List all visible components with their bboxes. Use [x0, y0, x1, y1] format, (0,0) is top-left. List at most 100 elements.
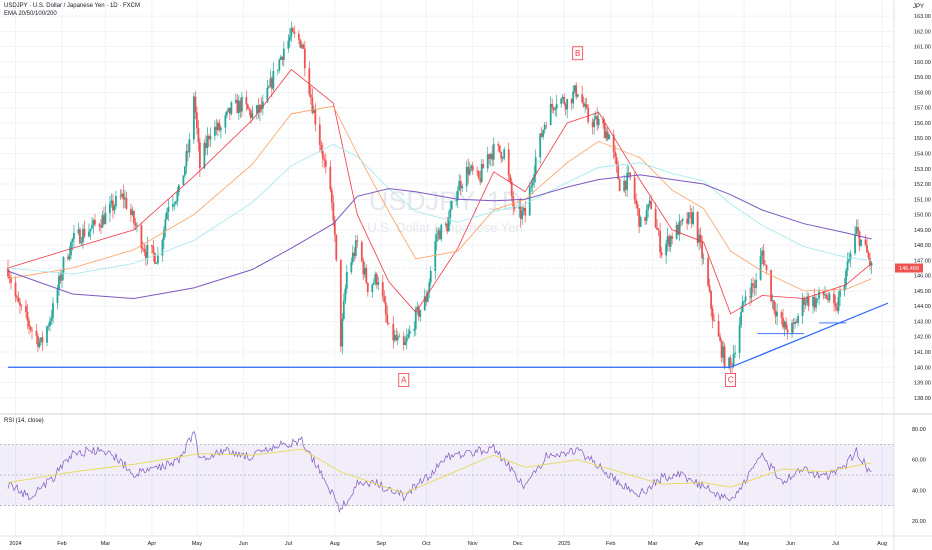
candle-body [373, 283, 375, 285]
candle-body [436, 235, 438, 241]
candle-body [90, 229, 92, 232]
candle-body [367, 283, 369, 292]
candle-body [508, 149, 510, 175]
trend-lines[interactable] [8, 303, 888, 367]
time-tick-label: Jul [285, 541, 292, 547]
candle-body [739, 325, 741, 353]
candle-body [25, 306, 27, 312]
candle-body [815, 299, 817, 308]
candle-body [502, 158, 504, 159]
marker-label-a: A [401, 376, 407, 385]
candle-body [287, 41, 289, 49]
candle-body [174, 203, 176, 204]
candle-body [196, 112, 198, 127]
candle-body [671, 236, 673, 239]
candle-body [785, 322, 787, 330]
candle-body [656, 228, 658, 230]
price-tick-label: 151.00 [914, 197, 931, 203]
candle-body [49, 321, 51, 326]
candle-body [241, 97, 243, 112]
candle-body [692, 212, 694, 224]
candle-body [168, 207, 170, 212]
time-tick-label: Apr [695, 541, 704, 547]
candle-body [292, 28, 294, 32]
candle-body [51, 318, 53, 321]
candle-body [371, 284, 373, 292]
candle-body [713, 320, 715, 321]
candle-body [220, 128, 222, 131]
candle-body [586, 104, 588, 108]
time-tick-label: Mar [101, 541, 111, 547]
candle-body [365, 268, 367, 283]
time-tick-label: Jun [786, 541, 795, 547]
candle-body [661, 252, 663, 255]
candle-body [226, 111, 228, 115]
price-tick-label: 149.00 [914, 228, 931, 234]
candle-body [503, 149, 505, 158]
candle-body [616, 157, 618, 164]
candle-body [278, 60, 280, 70]
candle-body [46, 327, 48, 343]
price-tick-label: 152.00 [914, 182, 931, 188]
price-tick-label: 153.00 [914, 167, 931, 173]
candle-body [72, 239, 74, 242]
candle-body [539, 133, 541, 157]
candle-body [398, 336, 400, 337]
price-tick-label: 144.00 [914, 304, 931, 310]
candle-body [7, 268, 9, 276]
candle-body [512, 196, 514, 207]
time-tick-label: 2025 [558, 541, 570, 547]
candle-body [500, 152, 502, 159]
candle-body [355, 240, 357, 256]
candle-body [808, 296, 810, 306]
candle-body [197, 128, 199, 143]
candle-body [386, 314, 388, 323]
price-tick-label: 146.00 [914, 274, 931, 280]
candle-body [133, 211, 135, 223]
candle-body [332, 203, 334, 221]
candle-body [833, 294, 835, 304]
candle-body [199, 142, 201, 168]
price-tick-label: 163.00 [914, 14, 931, 20]
candle-body [647, 204, 649, 210]
candle-body [581, 94, 583, 102]
candle-body [73, 233, 75, 239]
candle-body [634, 177, 636, 199]
rsi-tick-label: 20.00 [912, 519, 926, 525]
candle-body [383, 296, 385, 302]
candle-body [545, 125, 547, 126]
price-tick-label: 160.00 [914, 60, 931, 66]
candle-body [18, 298, 20, 302]
candle-body [31, 330, 33, 331]
candle-body [781, 312, 783, 318]
candle-body [509, 175, 511, 181]
candle-body [153, 247, 155, 254]
candle-body [845, 271, 847, 286]
candle-body [740, 312, 742, 325]
candle-body [449, 209, 451, 218]
candle-body [230, 103, 232, 114]
candle-body [434, 242, 436, 271]
candle-body [703, 258, 705, 259]
candle-body [598, 119, 600, 125]
price-tick-label: 154.00 [914, 152, 931, 158]
candle-body [283, 49, 285, 60]
candle-body [710, 291, 712, 308]
candle-body [629, 173, 631, 178]
candle-body [165, 219, 167, 230]
candle-body [635, 200, 637, 205]
candle-body [151, 245, 153, 247]
candle-body [718, 321, 720, 337]
candle-body [88, 232, 90, 237]
trend-line [731, 303, 888, 367]
candle-body [84, 229, 86, 237]
candle-body [707, 258, 709, 285]
candle-body [341, 319, 343, 347]
candle-body [682, 219, 684, 221]
currency-label: JPY [913, 4, 924, 10]
time-tick-label: May [192, 541, 203, 547]
candle-body [640, 217, 642, 227]
candle-body [183, 175, 185, 185]
